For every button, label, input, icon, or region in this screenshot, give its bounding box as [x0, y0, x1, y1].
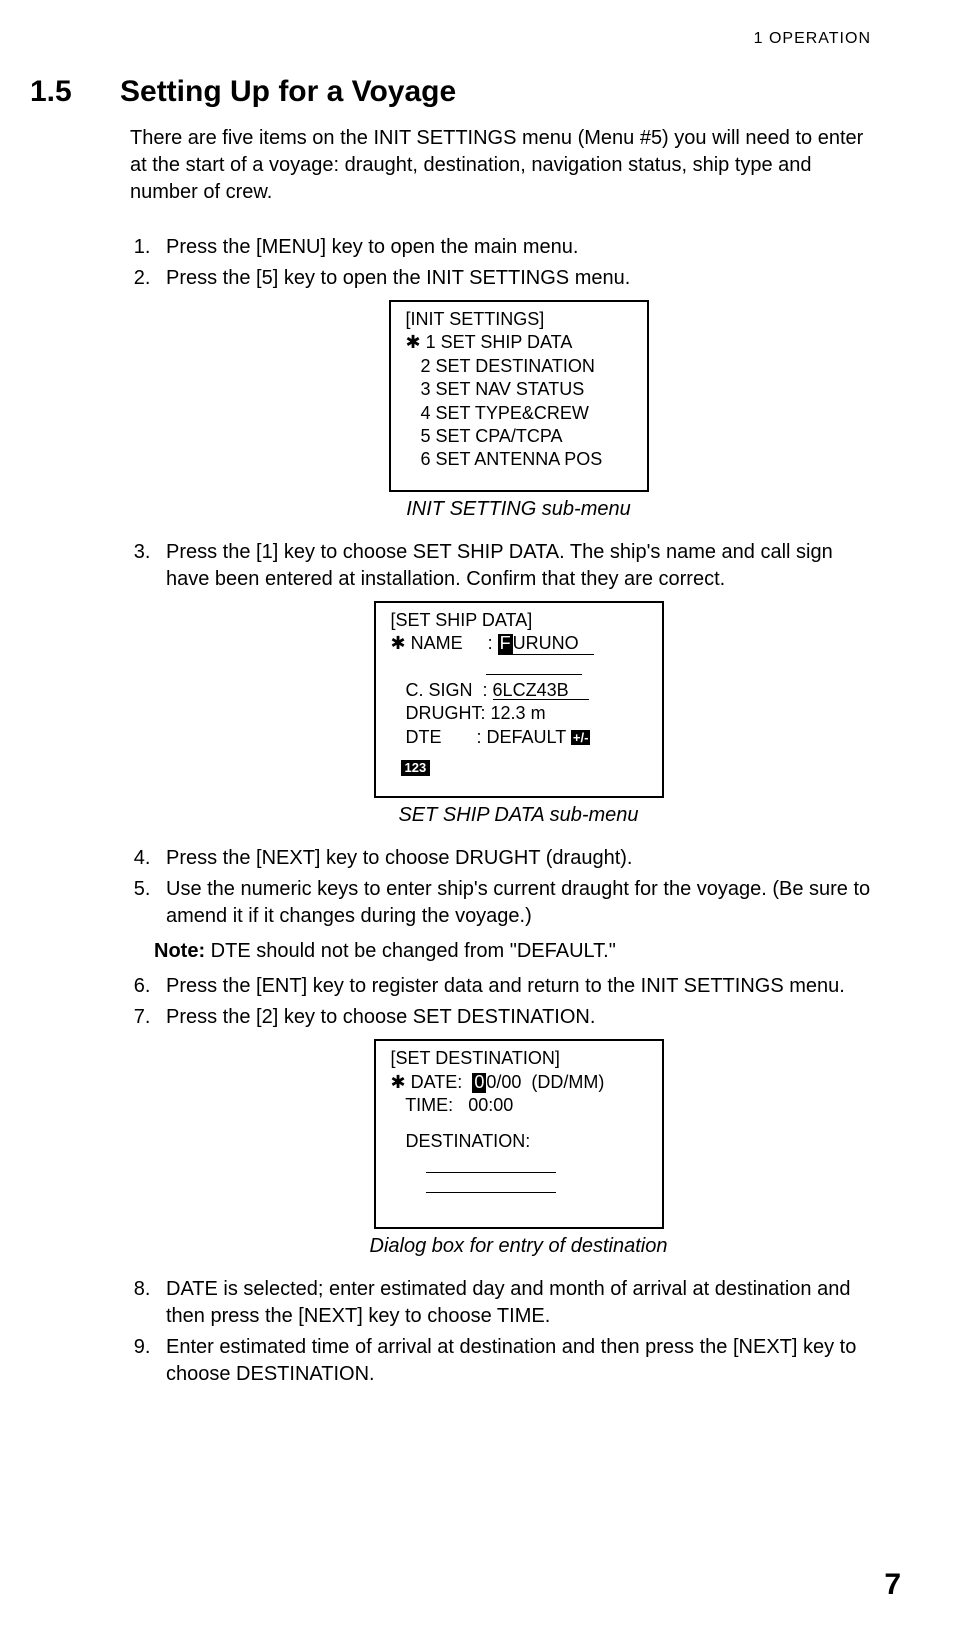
step-text: Press the [2] key to choose SET DESTINAT… [166, 1006, 595, 1028]
chapter-header: 1 OPERATION [754, 30, 871, 48]
page-number: 7 [884, 1568, 901, 1602]
step-text: Press the [1] key to choose SET SHIP DAT… [166, 541, 833, 590]
menu-item: 4 SET TYPE&CREW [401, 402, 637, 425]
menu-item: ✱ 1 SET SHIP DATA [401, 331, 637, 354]
step-9: Enter estimated time of arrival at desti… [156, 1334, 871, 1388]
menu-item: 6 SET ANTENNA POS [401, 448, 637, 471]
step-7: Press the [2] key to choose SET DESTINAT… [156, 1004, 871, 1260]
note-text: DTE should not be changed from "DEFAULT.… [205, 940, 616, 962]
field-row: ✱ DATE: 00/00 (DD/MM) [386, 1071, 652, 1094]
csign-value: 6LCZ43B [493, 680, 569, 700]
field-row: DESTINATION: [386, 1130, 652, 1153]
section-heading: 1.5Setting Up for a Voyage [30, 75, 871, 109]
set-destination-menu-box: [SET DESTINATION] ✱ DATE: 00/00 (DD/MM) … [374, 1039, 664, 1229]
step-text: Enter estimated time of arrival at desti… [166, 1336, 856, 1385]
step-4: Press the [NEXT] key to choose DRUGHT (d… [156, 845, 871, 872]
menu-title: [SET SHIP DATA] [386, 609, 652, 632]
section-number: 1.5 [30, 75, 120, 109]
step-text: Press the [MENU] key to open the main me… [166, 236, 578, 258]
note: Note: DTE should not be changed from "DE… [154, 938, 871, 965]
init-settings-menu-box: [INIT SETTINGS] ✱ 1 SET SHIP DATA 2 SET … [389, 300, 649, 492]
field-row: DTE : DEFAULT +/- [386, 726, 652, 749]
step-text: Press the [ENT] key to register data and… [166, 975, 845, 997]
name-value: URUNO [513, 633, 579, 653]
plus-minus-icon: +/- [571, 730, 591, 745]
step-text: DATE is selected; enter estimated day an… [166, 1278, 850, 1327]
menu-title: [INIT SETTINGS] [401, 308, 637, 331]
field-row: TIME: 00:00 [386, 1094, 652, 1117]
figure-caption: INIT SETTING sub-menu [166, 496, 871, 523]
step-1: Press the [MENU] key to open the main me… [156, 234, 871, 261]
step-5: Use the numeric keys to enter ship's cur… [156, 876, 871, 965]
destination-field-line [426, 1157, 556, 1173]
cursor-char: 0 [472, 1073, 486, 1093]
numeric-mode-icon: 123 [401, 760, 431, 776]
menu-item: 2 SET DESTINATION [401, 355, 637, 378]
menu-item: 3 SET NAV STATUS [401, 378, 637, 401]
step-text: Press the [NEXT] key to choose DRUGHT (d… [166, 847, 632, 869]
section-title: Setting Up for a Voyage [120, 75, 456, 108]
drught-value: 12.3 m [491, 703, 546, 723]
step-2: Press the [5] key to open the INIT SETTI… [156, 265, 871, 523]
step-text: Press the [5] key to open the INIT SETTI… [166, 267, 630, 289]
step-list: Press the [MENU] key to open the main me… [130, 234, 871, 1388]
set-ship-data-menu-box: [SET SHIP DATA] ✱ NAME : FURUNO C. SIGN … [374, 601, 664, 799]
time-value: 00:00 [468, 1095, 513, 1115]
intro-paragraph: There are five items on the INIT SETTING… [130, 125, 871, 206]
field-row: C. SIGN : 6LCZ43B [386, 679, 652, 702]
date-value: 0/00 (DD/MM) [486, 1072, 604, 1092]
field-row [386, 656, 652, 679]
step-8: DATE is selected; enter estimated day an… [156, 1276, 871, 1330]
figure-caption: Dialog box for entry of destination [166, 1233, 871, 1260]
dte-value: DEFAULT [487, 727, 566, 747]
cursor-char: F [498, 634, 513, 654]
destination-field-line [426, 1177, 556, 1193]
menu-item: 5 SET CPA/TCPA [401, 425, 637, 448]
menu-title: [SET DESTINATION] [386, 1047, 652, 1070]
note-label: Note: [154, 940, 205, 962]
page: 1 OPERATION 1.5Setting Up for a Voyage T… [0, 0, 971, 1632]
field-row: DRUGHT: 12.3 m [386, 702, 652, 725]
body: There are five items on the INIT SETTING… [130, 125, 871, 1388]
indicator-row: 123 [386, 755, 652, 778]
step-3: Press the [1] key to choose SET SHIP DAT… [156, 539, 871, 830]
figure-caption: SET SHIP DATA sub-menu [166, 802, 871, 829]
step-6: Press the [ENT] key to register data and… [156, 973, 871, 1000]
step-text: Use the numeric keys to enter ship's cur… [166, 878, 870, 927]
field-row: ✱ NAME : FURUNO [386, 632, 652, 655]
